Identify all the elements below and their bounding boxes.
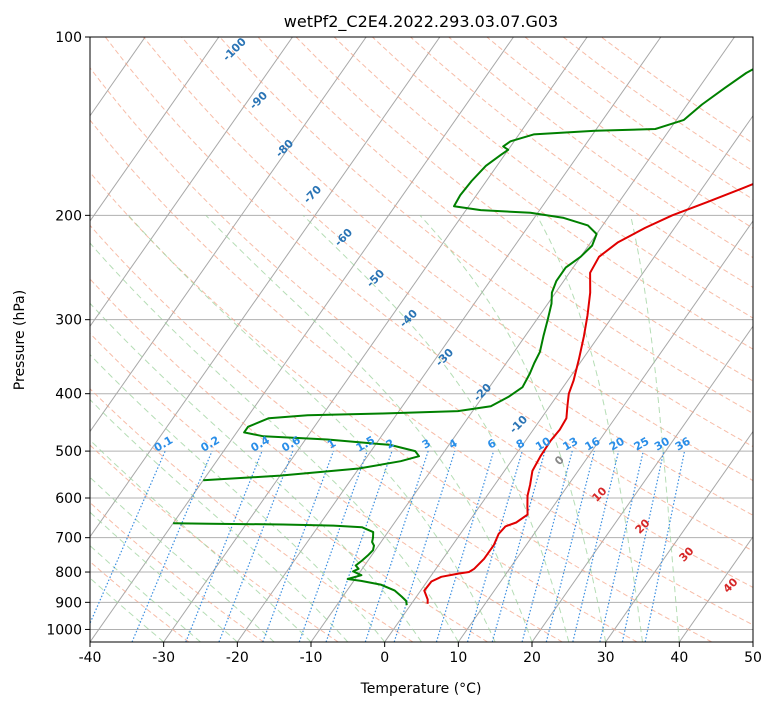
isotherm-line <box>457 220 753 642</box>
mixing-ratio-line <box>621 450 665 642</box>
x-tick-label: -30 <box>152 650 175 666</box>
dry-adiabat <box>90 444 339 642</box>
dry-adiabat <box>90 171 712 642</box>
dry-adiabat <box>143 37 753 516</box>
grid-layer <box>90 37 753 642</box>
x-tick-label: 50 <box>744 650 762 666</box>
isotherm-line <box>90 37 441 538</box>
moist-adiabat <box>302 214 570 642</box>
chart-title: wetPf2_C2E4.2022.293.03.07.G03 <box>284 12 558 32</box>
dry-adiabat <box>90 67 753 588</box>
x-tick-label: -10 <box>300 650 323 666</box>
isotherm-line <box>678 535 753 642</box>
moist-adiabat <box>90 242 459 642</box>
moist-adiabat <box>630 215 680 642</box>
mixing-ratio-line <box>325 450 393 642</box>
dry-adiabat <box>90 388 414 642</box>
moist-adiabat <box>419 214 607 642</box>
mixing-ratio-line <box>298 450 368 642</box>
plot-frame <box>89 36 754 643</box>
isotherm-line <box>90 37 367 433</box>
dry-adiabat <box>295 37 753 382</box>
mixing-ratio-line <box>218 450 294 642</box>
y-tick-label: 700 <box>55 531 82 547</box>
dry-adiabat <box>90 119 753 626</box>
y-tick-label: 100 <box>55 30 82 46</box>
axis-layer: -40 -30 -20 -10 0 10 20 30 40 50 100 200 300 400 500 60… <box>46 30 762 666</box>
y-tick-label: 800 <box>55 565 82 581</box>
mixing-ratio-line <box>185 450 263 642</box>
dry-adiabat <box>219 37 753 448</box>
moist-adiabat <box>90 439 312 642</box>
isotherm-line <box>531 325 753 642</box>
moist-adiabat <box>90 302 422 642</box>
y-axis-label: Pressure (hPa) <box>12 290 28 390</box>
y-tick-label: 200 <box>55 208 82 224</box>
isotherm-line <box>163 37 588 642</box>
y-tick-label: 300 <box>55 313 82 329</box>
mixing-ratio-line <box>599 450 644 642</box>
isotherm-line <box>236 37 662 642</box>
mixing-ratio-line <box>262 450 335 642</box>
moist-adiabat <box>536 215 643 642</box>
mixing-ratio-line <box>131 450 213 642</box>
x-tick-label: 0 <box>380 650 389 666</box>
series-layer <box>173 68 753 606</box>
mixing-ratio-line <box>491 450 546 642</box>
isotherm-line <box>90 37 293 328</box>
isotherm-line <box>605 430 753 642</box>
dry-adiabat <box>181 37 753 482</box>
dry-adiabat <box>90 560 190 642</box>
y-tick-label: 600 <box>55 491 82 507</box>
y-tick-label: 500 <box>55 444 82 460</box>
isotherm-line <box>90 37 220 222</box>
y-tick-label: 1000 <box>46 622 82 638</box>
dry-adiabat <box>104 37 753 552</box>
x-tick-label: -20 <box>226 650 249 666</box>
mixing-ratio-line <box>545 450 595 642</box>
mixing-ratio-line <box>521 450 573 642</box>
mixing-ratio-line <box>572 450 620 642</box>
y-tick-label: 900 <box>55 595 82 611</box>
isotherm-line <box>384 114 753 642</box>
dry-adiabat <box>333 37 753 350</box>
temperature-profile-line <box>423 182 753 604</box>
dry-adiabat <box>372 37 753 319</box>
x-tick-label: 30 <box>597 650 615 666</box>
dry-adiabat <box>90 332 488 642</box>
y-tick-label: 400 <box>55 387 82 403</box>
dewpoint-profile-line <box>203 68 753 482</box>
x-axis-label: Temperature (°C) <box>360 681 482 697</box>
x-tick-label: 10 <box>449 650 467 666</box>
moist-adiabat <box>128 214 496 642</box>
dry-adiabat <box>90 278 563 642</box>
x-tick-label: -40 <box>79 650 102 666</box>
isotherm-line <box>310 37 735 642</box>
mixing-ratio-line <box>466 450 523 642</box>
dewpoint-profile-line <box>173 522 408 606</box>
mixing-ratio-line <box>644 450 686 642</box>
x-tick-label: 40 <box>670 650 688 666</box>
x-tick-label: 20 <box>523 650 541 666</box>
